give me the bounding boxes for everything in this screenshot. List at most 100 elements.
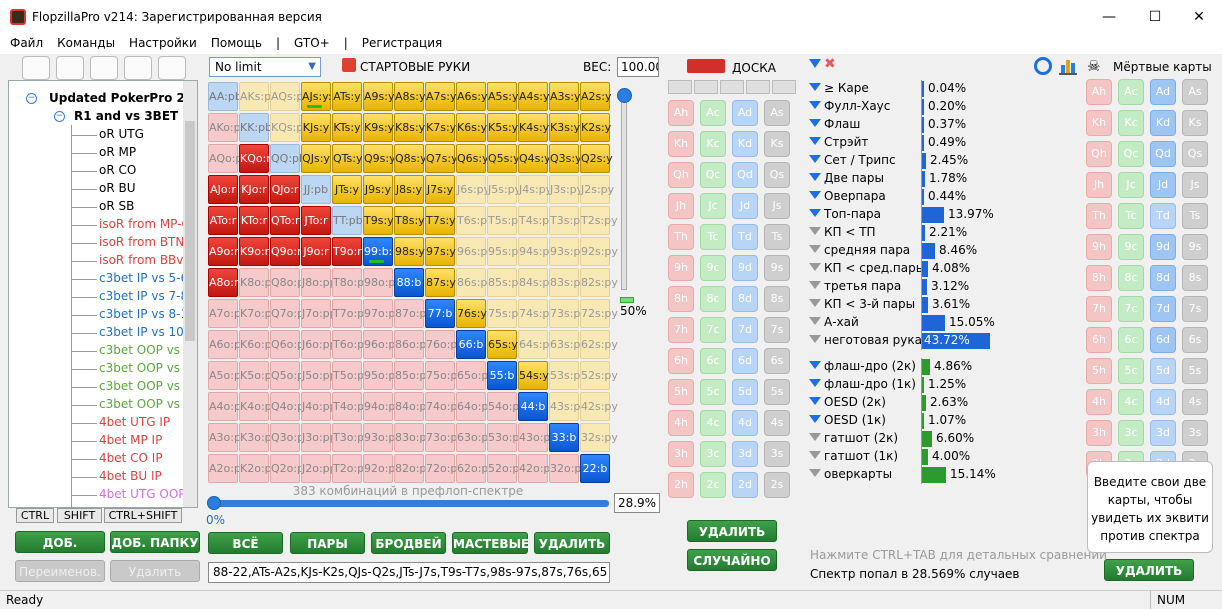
- broadway-button[interactable]: БРОДВЕЙ: [371, 532, 446, 554]
- dead-card-7c[interactable]: 7c: [1118, 296, 1144, 322]
- stat-row[interactable]: оверкарты 15.14%: [808, 466, 1008, 484]
- board-card-8h[interactable]: 8h: [668, 286, 694, 312]
- hand-cell[interactable]: K5s:y: [487, 113, 518, 142]
- hand-cell[interactable]: 97o:pp: [363, 299, 402, 328]
- hand-cell[interactable]: A8o:r: [208, 268, 238, 297]
- hand-cell[interactable]: Q8s:y: [394, 144, 427, 173]
- hand-cell[interactable]: 54o:pp: [487, 392, 526, 421]
- hand-cell[interactable]: T2o:pp: [332, 454, 371, 483]
- dead-card-Qc[interactable]: Qc: [1118, 141, 1144, 167]
- board-card-Jd[interactable]: Jd: [732, 193, 758, 219]
- board-card-As[interactable]: As: [764, 100, 790, 126]
- dead-card-Jc[interactable]: Jc: [1118, 172, 1144, 198]
- board-card-3s[interactable]: 3s: [764, 441, 790, 467]
- hand-cell[interactable]: 94s:py: [518, 237, 556, 266]
- filter-icon[interactable]: [809, 245, 821, 253]
- dead-card-Td[interactable]: Td: [1150, 203, 1176, 229]
- hand-cell[interactable]: K2o:pp: [239, 454, 279, 483]
- hand-cell[interactable]: 76s:y: [456, 299, 487, 328]
- hand-cell[interactable]: A7o:pp: [208, 299, 248, 328]
- tree-item[interactable]: c3bet IP vs 5-6%: [99, 271, 198, 285]
- hand-cell[interactable]: 63s:py: [549, 330, 587, 359]
- hand-cell[interactable]: Q7s:y: [425, 144, 458, 173]
- hand-cell[interactable]: AA:pb: [208, 82, 242, 111]
- tree-item[interactable]: c3bet IP vs 7-8%: [99, 289, 198, 303]
- dead-card-5d[interactable]: 5d: [1150, 358, 1176, 384]
- hand-cell[interactable]: 75o:pp: [425, 361, 464, 390]
- hand-cell[interactable]: 52s:py: [580, 361, 618, 390]
- hand-cell[interactable]: J3o:pp: [301, 423, 337, 452]
- hand-cell[interactable]: A9o:r: [208, 237, 238, 266]
- tree-item[interactable]: c3bet OOP vs 8-10%: [99, 379, 197, 393]
- dead-card-Tc[interactable]: Tc: [1118, 203, 1144, 229]
- filter-icon[interactable]: [809, 83, 821, 91]
- dead-card-Qh[interactable]: Qh: [1086, 141, 1112, 167]
- tree-scroll-thumb[interactable]: [185, 121, 195, 341]
- dead-card-Th[interactable]: Th: [1086, 203, 1112, 229]
- suited-button[interactable]: МАСТЕВЫЕ: [452, 532, 529, 554]
- hand-cell[interactable]: 96o:pp: [363, 330, 402, 359]
- dead-card-7s[interactable]: 7s: [1182, 296, 1208, 322]
- stat-row[interactable]: КП < ТП 2.21%: [808, 224, 1008, 242]
- board-card-Ts[interactable]: Ts: [764, 224, 790, 250]
- hand-cell[interactable]: AQs:py: [270, 82, 310, 111]
- hand-cell[interactable]: A7s:y: [425, 82, 456, 111]
- dead-card-6s[interactable]: 6s: [1182, 327, 1208, 353]
- hand-cell[interactable]: T8o:pp: [332, 268, 371, 297]
- hand-cell[interactable]: T6o:pp: [332, 330, 371, 359]
- hand-cell[interactable]: K9o:r: [239, 237, 269, 266]
- hand-cell[interactable]: J6s:py: [456, 175, 490, 204]
- hand-cell[interactable]: Q5o:pp: [270, 361, 311, 390]
- hand-cell[interactable]: J4o:pp: [301, 392, 337, 421]
- gear-icon[interactable]: [22, 56, 50, 80]
- hand-cell[interactable]: K9s:y: [363, 113, 394, 142]
- collapse-icon[interactable]: −: [26, 93, 37, 104]
- filter-icon[interactable]: [809, 335, 821, 343]
- users-icon[interactable]: [56, 56, 84, 80]
- board-card-7s[interactable]: 7s: [764, 317, 790, 343]
- hand-cell[interactable]: 75s:py: [487, 299, 525, 328]
- range-percent-input[interactable]: 28.9%: [614, 493, 660, 513]
- hand-cell[interactable]: 53s:py: [549, 361, 587, 390]
- dead-card-9c[interactable]: 9c: [1118, 234, 1144, 260]
- hand-cell[interactable]: 84s:py: [518, 268, 556, 297]
- dead-card-3d[interactable]: 3d: [1150, 420, 1176, 446]
- hand-cell[interactable]: K4o:pp: [239, 392, 279, 421]
- board-card-3h[interactable]: 3h: [668, 441, 694, 467]
- hand-cell[interactable]: K7o:pp: [239, 299, 279, 328]
- dead-card-7d[interactable]: 7d: [1150, 296, 1176, 322]
- minimize-button[interactable]: —: [1102, 9, 1116, 25]
- hand-cell[interactable]: T9s:y: [363, 206, 394, 235]
- hand-cell[interactable]: 74o:pp: [425, 392, 464, 421]
- board-card-9c[interactable]: 9c: [700, 255, 726, 281]
- board-slot[interactable]: [772, 80, 796, 94]
- dead-card-Qs[interactable]: Qs: [1182, 141, 1208, 167]
- board-card-6c[interactable]: 6c: [700, 348, 726, 374]
- hand-cell[interactable]: Q2o:pp: [270, 454, 311, 483]
- board-card-Qd[interactable]: Qd: [732, 162, 758, 188]
- collapse-icon[interactable]: −: [54, 111, 65, 122]
- board-slot[interactable]: [668, 80, 692, 94]
- hand-cell[interactable]: J8o:pp: [301, 268, 337, 297]
- hand-cell[interactable]: K2s:y: [580, 113, 611, 142]
- filter-icon[interactable]: [809, 415, 821, 423]
- filter-icon[interactable]: [809, 59, 821, 68]
- hand-cell[interactable]: T4s:py: [518, 206, 556, 235]
- filter-icon[interactable]: [809, 155, 821, 163]
- hand-cell[interactable]: AKs:py: [239, 82, 278, 111]
- dead-card-8d[interactable]: 8d: [1150, 265, 1176, 291]
- hand-cell[interactable]: K6s:y: [456, 113, 487, 142]
- board-card-Qc[interactable]: Qc: [700, 162, 726, 188]
- tree-item[interactable]: 4bet BU IP: [99, 469, 162, 483]
- dead-card-Jh[interactable]: Jh: [1086, 172, 1112, 198]
- board-card-Ks[interactable]: Ks: [764, 131, 790, 157]
- hand-cell[interactable]: 64o:pp: [456, 392, 495, 421]
- board-card-Tc[interactable]: Tc: [700, 224, 726, 250]
- hand-cell[interactable]: 77:b: [425, 299, 455, 328]
- hand-cell[interactable]: J9s:y: [363, 175, 393, 204]
- filter-icon[interactable]: [809, 101, 821, 109]
- ctrl-shift-tab[interactable]: CTRL+SHIFT: [104, 508, 182, 523]
- stat-row[interactable]: средняя пара 8.46%: [808, 242, 1008, 260]
- filter-icon[interactable]: [809, 119, 821, 127]
- board-slot[interactable]: [694, 80, 718, 94]
